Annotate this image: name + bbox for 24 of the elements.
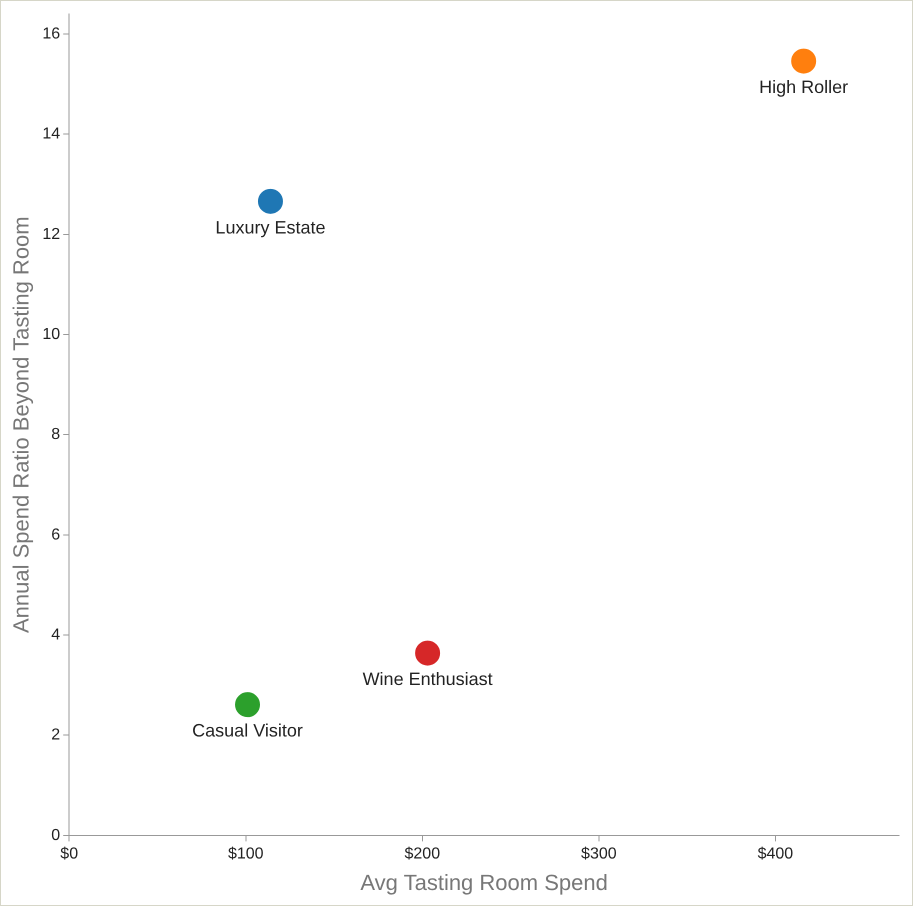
y-tick-label: 14 — [42, 126, 60, 143]
y-tick-label: 12 — [42, 226, 60, 243]
point — [791, 48, 816, 74]
x-tick-label: $400 — [758, 845, 794, 862]
x-tick-label: $0 — [60, 845, 78, 862]
series-label: High Roller — [759, 77, 848, 98]
point — [258, 188, 283, 214]
y-axis-title: Annual Spend Ratio Beyond Tasting Room — [8, 216, 34, 634]
point — [235, 692, 260, 718]
y-tick-label: 2 — [51, 726, 60, 744]
x-tick-label: $300 — [581, 845, 617, 862]
x-tick-label: $100 — [228, 845, 264, 862]
y-tick-label: 10 — [42, 326, 60, 343]
series-label: Luxury Estate — [215, 217, 326, 238]
x-tick-label: $200 — [404, 845, 440, 862]
y-tick-label: 0 — [51, 826, 60, 844]
series-label: Wine Enthusiast — [362, 669, 493, 690]
y-tick-label: 6 — [51, 526, 60, 544]
y-tick-label: 8 — [51, 426, 60, 444]
y-tick-label: 16 — [42, 25, 60, 42]
y-tick-label: 4 — [51, 626, 60, 644]
series-label: Casual Visitor — [192, 720, 303, 741]
point — [415, 640, 440, 666]
x-axis-title: Avg Tasting Room Spend — [360, 870, 608, 895]
